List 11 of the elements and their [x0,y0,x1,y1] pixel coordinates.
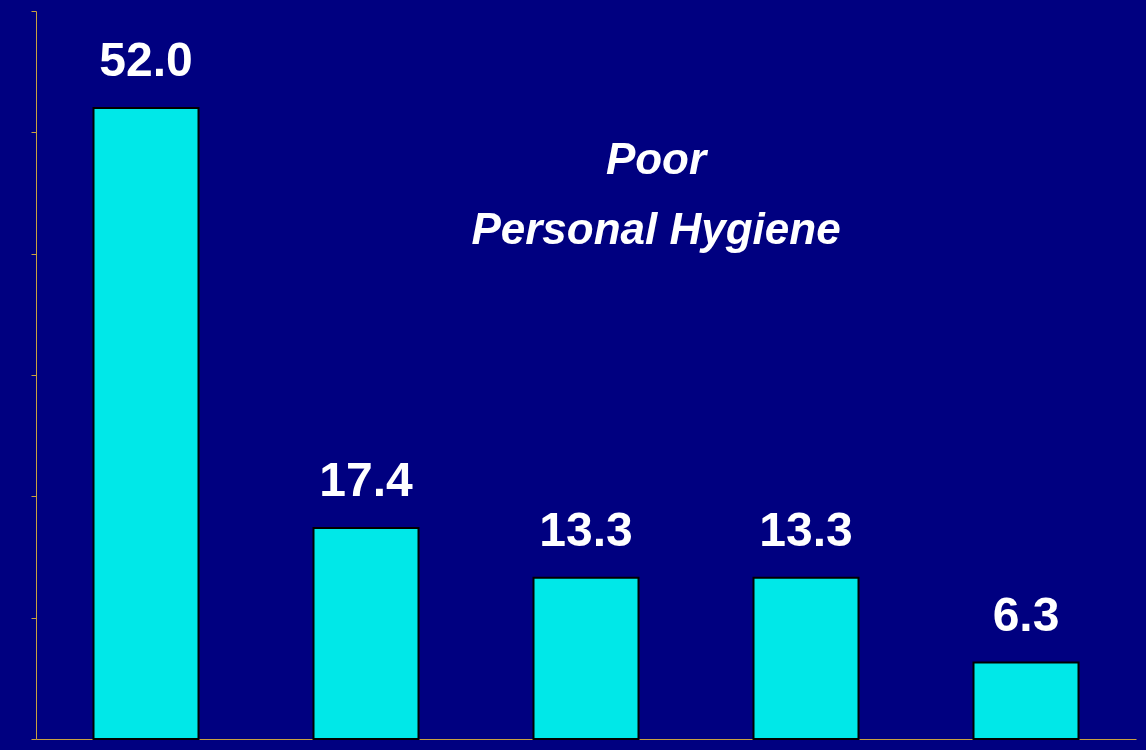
data-label: 13.3 [759,502,853,556]
bar [752,576,860,740]
bar [312,526,420,740]
data-label: 6.3 [992,587,1060,641]
text: Poor Personal Hygiene [471,134,841,253]
bar [532,576,640,740]
data-label: 52.0 [99,33,193,87]
data-label: 13.3 [539,502,633,556]
bar [92,107,200,740]
bar [972,661,1080,740]
data-label: 17.4 [319,452,414,506]
